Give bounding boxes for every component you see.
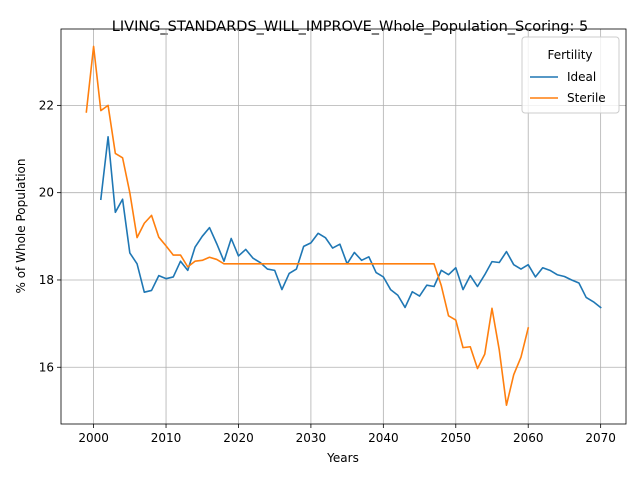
x-tick-label: 2060 xyxy=(513,431,544,445)
series-lines xyxy=(85,45,602,407)
x-tick-label: 2000 xyxy=(78,431,109,445)
plot-frame xyxy=(60,28,627,425)
x-tick-label: 2030 xyxy=(296,431,327,445)
y-axis-ticks: 16 18 20 22 xyxy=(39,98,61,374)
y-axis-label: % of Whole Population xyxy=(14,159,28,294)
y-tick-label: 16 xyxy=(39,360,54,374)
legend-box xyxy=(521,36,620,114)
y-tick-label: 22 xyxy=(39,98,54,112)
x-tick-label: 2050 xyxy=(441,431,472,445)
series-line-sterile xyxy=(85,45,530,407)
y-tick-label: 20 xyxy=(39,186,54,200)
x-axis-ticks: 2000 2010 2020 2030 2040 2050 2060 2070 xyxy=(78,424,616,445)
x-tick-label: 2040 xyxy=(368,431,399,445)
legend-title: Fertility xyxy=(547,48,592,62)
x-tick-label: 2070 xyxy=(585,431,616,445)
x-tick-label: 2020 xyxy=(223,431,254,445)
legend-label-ideal: Ideal xyxy=(567,70,596,84)
legend-label-sterile: Sterile xyxy=(567,91,606,105)
legend: Fertility Ideal Sterile xyxy=(521,36,620,114)
x-axis-label: Years xyxy=(326,451,359,465)
x-tick-label: 2010 xyxy=(151,431,182,445)
y-tick-label: 18 xyxy=(39,273,54,287)
chart-title: LIVING_STANDARDS_WILL_IMPROVE_Whole_Popu… xyxy=(112,19,588,35)
series-line-ideal xyxy=(99,136,602,309)
